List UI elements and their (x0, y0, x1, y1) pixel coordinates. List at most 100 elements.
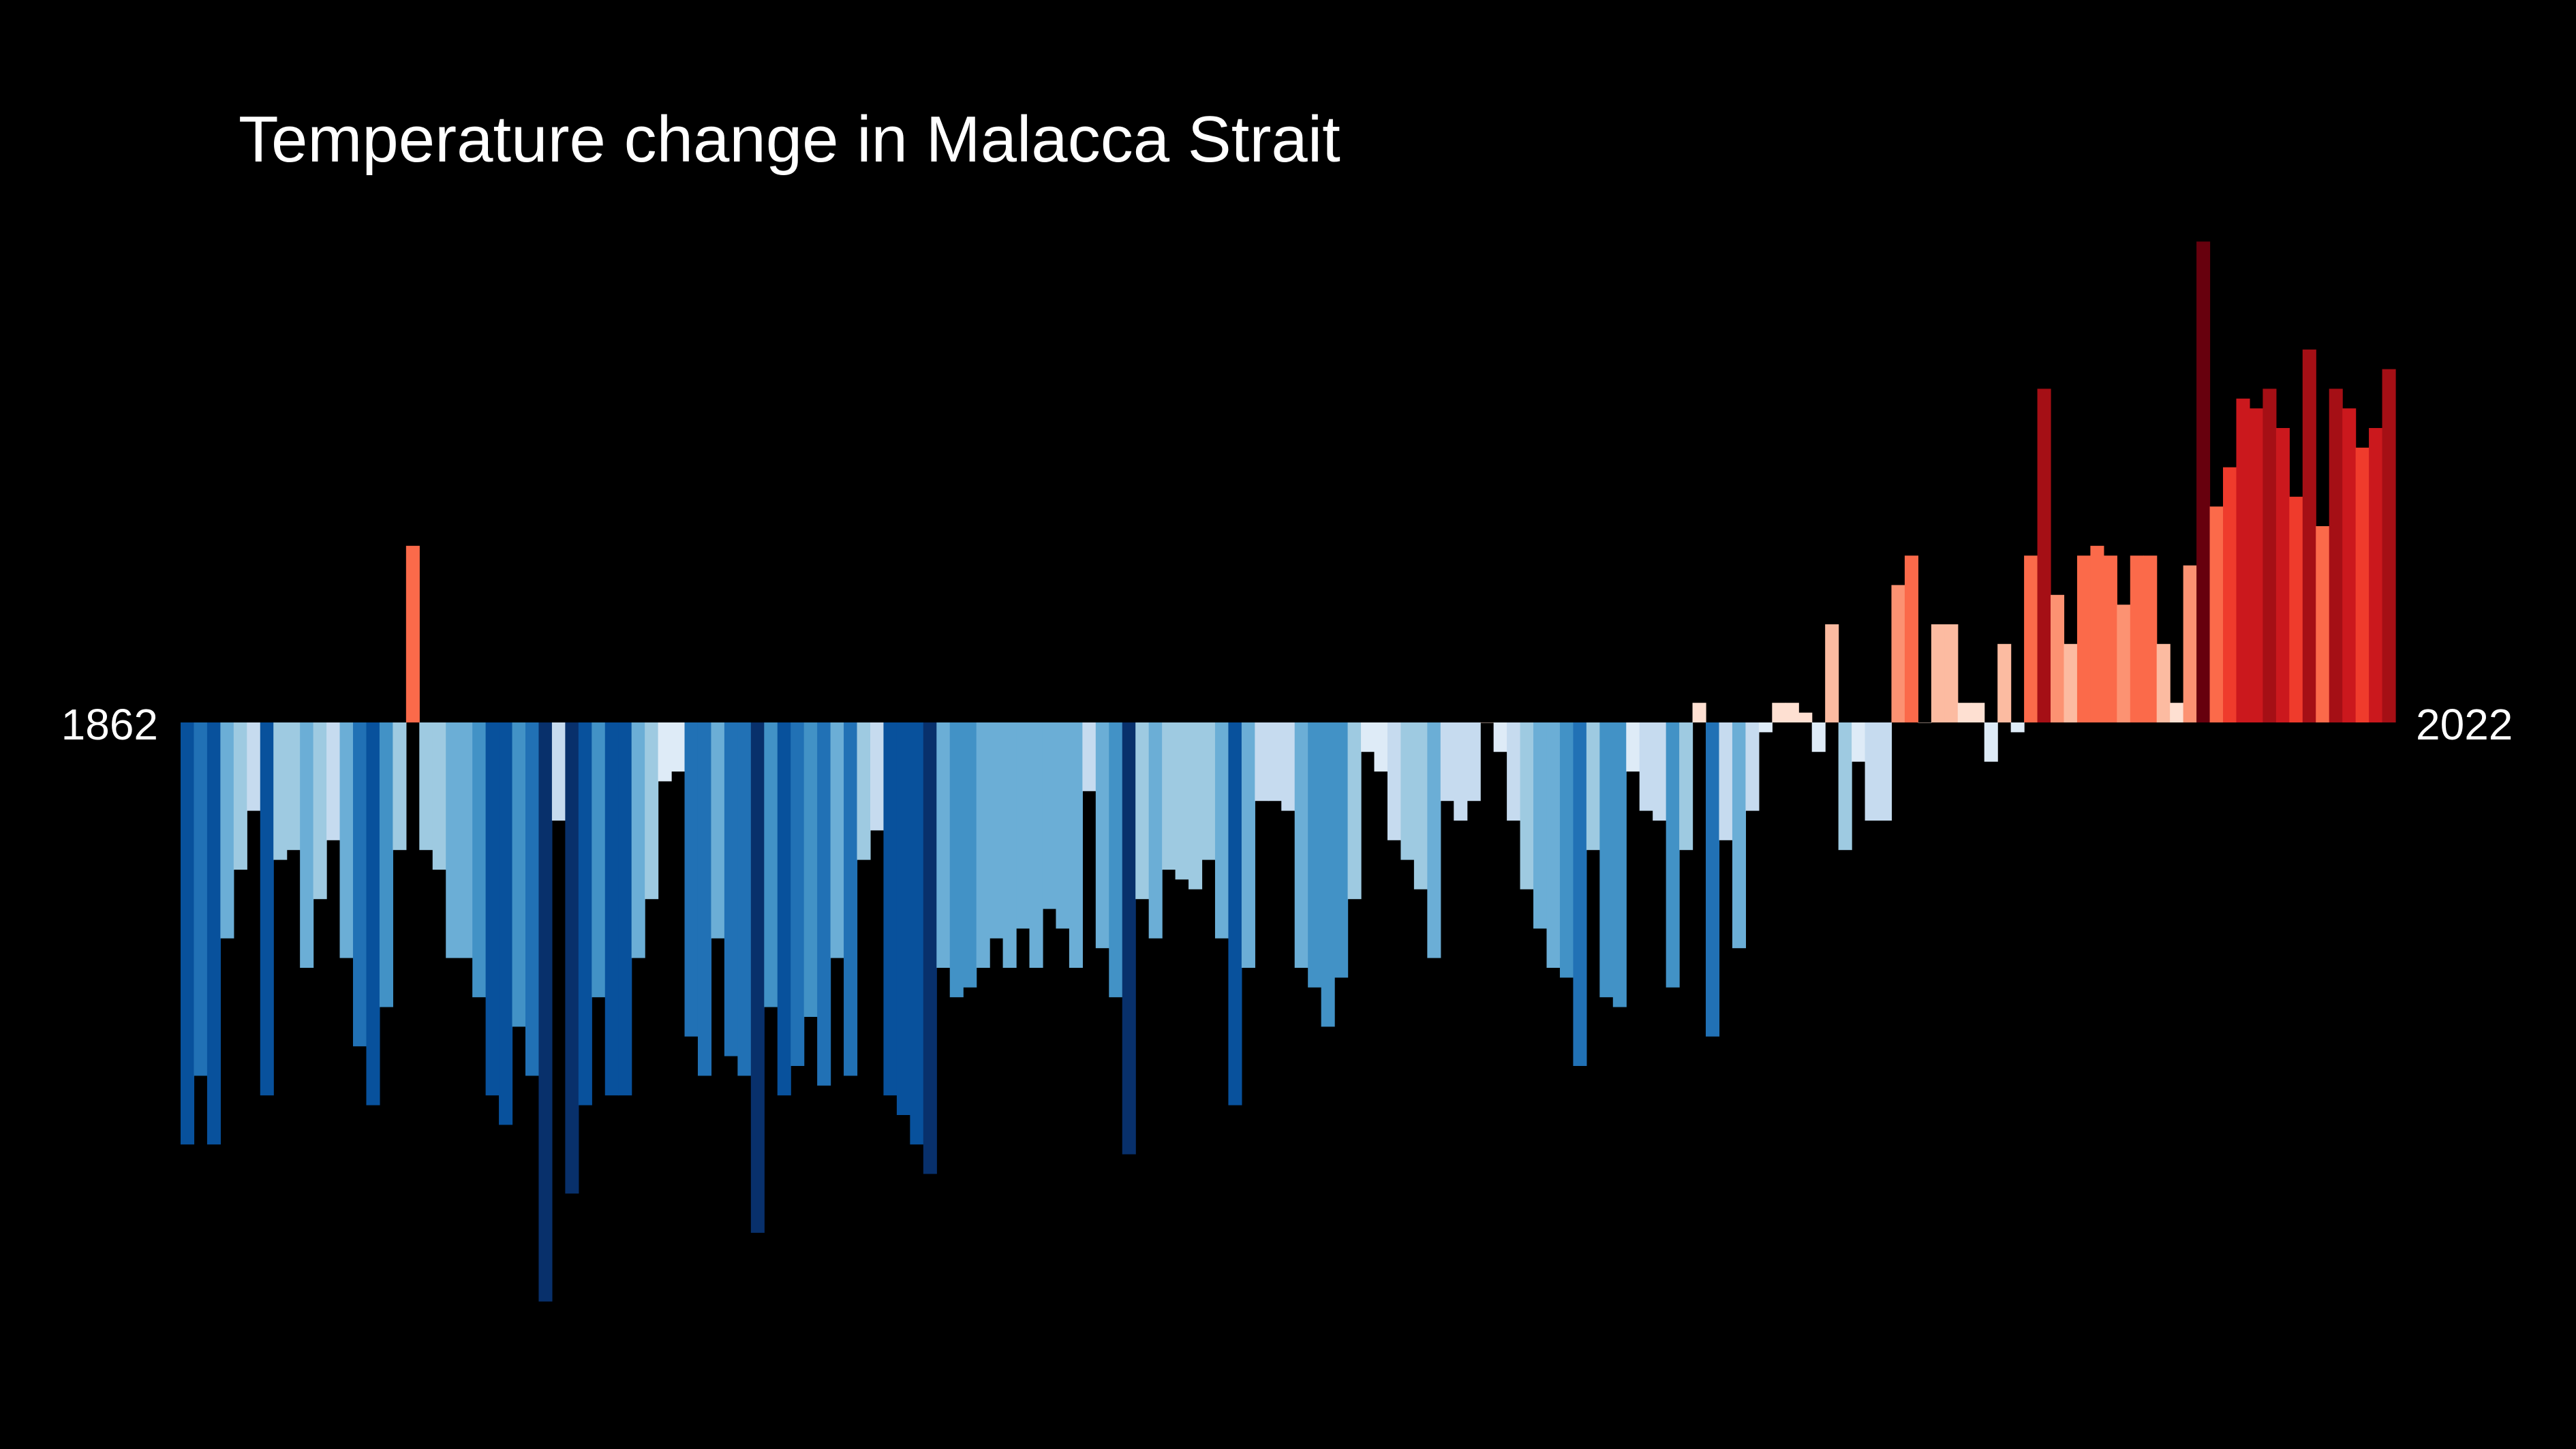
bar-1925 (1016, 722, 1030, 929)
bar-1928 (1056, 722, 1070, 929)
bar-1941 (1228, 722, 1242, 1105)
bar-1987 (1838, 722, 1852, 851)
bars-group (181, 241, 2396, 1302)
bar-1900 (684, 722, 699, 1037)
bar-1970 (1612, 722, 1627, 1007)
bar-1878 (393, 722, 407, 851)
bar-1862 (181, 722, 195, 1145)
bar-1906 (764, 722, 778, 1007)
bar-2000 (2010, 722, 2025, 733)
bar-2027 (2369, 428, 2383, 722)
bar-1888 (525, 722, 540, 1076)
bar-1932 (1109, 722, 1123, 998)
bar-1988 (1852, 722, 1866, 762)
bar-1918 (923, 722, 937, 1174)
bar-1896 (631, 722, 645, 958)
bar-1943 (1255, 722, 1269, 802)
bar-1948 (1321, 722, 1335, 1027)
bar-1976 (1692, 703, 1706, 722)
bar-1952 (1374, 722, 1388, 772)
bar-1920 (949, 722, 964, 998)
bar-1935 (1148, 722, 1163, 939)
bar-2021 (2289, 496, 2303, 722)
bar-1886 (499, 722, 513, 1125)
bar-1979 (1732, 722, 1747, 949)
bar-1904 (737, 722, 752, 1076)
bar-1950 (1347, 722, 1362, 900)
bar-1926 (1029, 722, 1043, 968)
bar-2028 (2382, 369, 2396, 722)
bar-1998 (1984, 722, 1998, 762)
bar-1945 (1281, 722, 1295, 811)
bar-1992 (1904, 555, 1918, 722)
bar-1908 (791, 722, 805, 1066)
bar-1869 (273, 722, 288, 860)
bar-1972 (1639, 722, 1653, 811)
bar-1880 (419, 722, 433, 851)
bar-1868 (260, 722, 274, 1096)
bar-1867 (247, 722, 261, 811)
bar-1894 (604, 722, 619, 1096)
bar-1876 (366, 722, 380, 1105)
bar-1887 (512, 722, 526, 1027)
bar-1934 (1135, 722, 1150, 900)
bar-1991 (1891, 585, 1905, 722)
bar-1982 (1772, 703, 1786, 722)
bar-1983 (1785, 703, 1799, 722)
bar-1971 (1626, 722, 1640, 772)
bar-1916 (896, 722, 910, 1115)
bar-2026 (2355, 447, 2370, 722)
bar-2016 (2223, 467, 2237, 722)
bar-1873 (326, 722, 341, 840)
bar-1909 (803, 722, 818, 1017)
bar-2025 (2342, 408, 2357, 722)
bar-1881 (432, 722, 446, 870)
bar-1902 (711, 722, 725, 939)
bar-1911 (830, 722, 844, 958)
chart-title: Temperature change in Malacca Strait (239, 103, 1340, 176)
bar-2013 (2183, 565, 2197, 722)
end-year-label: 2022 (2416, 700, 2513, 749)
bar-1907 (777, 722, 791, 1096)
bar-1975 (1679, 722, 1693, 851)
bar-1892 (578, 722, 592, 1105)
bar-1996 (1957, 703, 1972, 722)
bar-2008 (2117, 605, 2131, 722)
bar-2001 (2024, 555, 2038, 722)
bar-2019 (2263, 388, 2277, 722)
bar-1883 (459, 722, 473, 958)
bar-1915 (883, 722, 898, 1096)
bar-2011 (2156, 643, 2171, 722)
bar-2005 (2076, 555, 2091, 722)
bar-1903 (724, 722, 738, 1056)
bar-1933 (1122, 722, 1136, 1155)
bar-2015 (2209, 506, 2224, 722)
bar-1981 (1758, 722, 1773, 733)
bar-1866 (233, 722, 247, 870)
bar-1893 (592, 722, 606, 998)
bar-1874 (339, 722, 354, 958)
bar-1946 (1294, 722, 1308, 968)
bar-1922 (976, 722, 990, 968)
bar-1960 (1480, 722, 1494, 723)
bar-1969 (1599, 722, 1614, 998)
bar-1872 (313, 722, 327, 900)
bar-1899 (671, 722, 686, 772)
bar-1924 (1002, 722, 1017, 968)
bar-1957 (1440, 722, 1454, 802)
bar-2006 (2090, 545, 2104, 722)
bar-2024 (2329, 388, 2343, 722)
bar-1912 (844, 722, 858, 1076)
bar-1890 (551, 722, 566, 821)
bar-1953 (1387, 722, 1402, 840)
bar-1865 (220, 722, 234, 939)
bar-1973 (1653, 722, 1667, 821)
bar-1962 (1507, 722, 1521, 821)
bar-1891 (565, 722, 579, 1194)
bar-1999 (1997, 643, 2012, 722)
bar-1990 (1878, 722, 1892, 821)
bar-1940 (1214, 722, 1229, 939)
bar-1938 (1189, 722, 1203, 889)
bar-1986 (1825, 624, 1839, 722)
bar-1955 (1413, 722, 1428, 889)
